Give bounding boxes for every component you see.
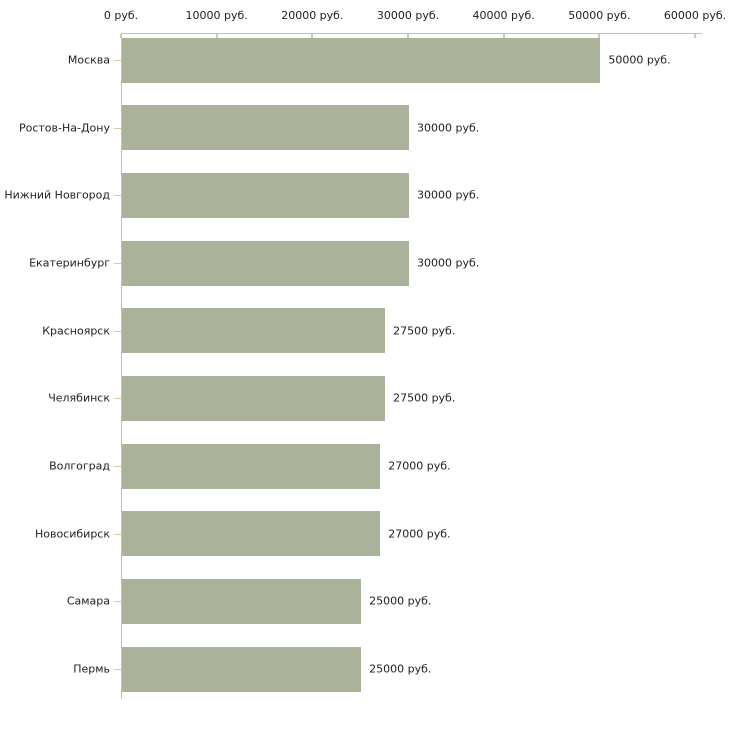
category-tick (114, 466, 121, 468)
bar (122, 37, 601, 83)
bar-row: Ростов-На-Дону 30000 руб. (0, 105, 730, 151)
x-axis-tick-label: 40000 руб. (472, 9, 535, 22)
x-axis-tick (311, 34, 314, 38)
value-label: 25000 руб. (369, 662, 432, 676)
category-label: Новосибирск (34, 527, 110, 541)
bar-row: Самара 25000 руб. (0, 578, 730, 624)
bar (122, 240, 409, 286)
bar (122, 578, 362, 624)
category-tick (114, 533, 121, 535)
bar (122, 308, 386, 354)
bar (122, 375, 386, 421)
x-axis-tick-label: 20000 руб. (281, 9, 344, 22)
x-axis-tick-label: 30000 руб. (376, 9, 440, 22)
bar (122, 172, 409, 218)
category-label: Москва (67, 53, 110, 67)
value-label: 27500 руб. (393, 324, 456, 338)
bar-row: Волгоград 27000 руб. (0, 443, 730, 489)
value-label: 27500 руб. (393, 391, 456, 405)
value-label: 30000 руб. (417, 121, 480, 135)
category-tick (114, 601, 121, 603)
bar-row: Нижний Новгород 30000 руб. (0, 172, 730, 218)
category-label: Нижний Новгород (4, 188, 110, 202)
bar-row: Екатеринбург 30000 руб. (0, 240, 730, 286)
x-axis-tick-label: 60000 руб. (663, 9, 727, 22)
x-axis-tick (120, 34, 122, 38)
category-label: Пермь (73, 662, 110, 676)
category-label: Красноярск (42, 324, 110, 338)
bar-row: Новосибирск 27000 руб. (0, 511, 730, 557)
bar (122, 105, 409, 151)
value-label: 30000 руб. (417, 188, 480, 202)
bar (122, 646, 362, 692)
bar (122, 511, 381, 557)
category-tick (114, 195, 121, 197)
category-tick (114, 330, 121, 332)
value-label: 27000 руб. (388, 459, 451, 473)
value-label: 25000 руб. (369, 594, 432, 608)
category-tick (114, 263, 121, 264)
x-axis-tick-label: 10000 руб. (185, 9, 248, 22)
y-axis-line (121, 33, 122, 699)
x-axis-tick (502, 34, 505, 38)
category-label: Волгоград (49, 459, 110, 473)
x-axis-line (121, 33, 702, 34)
bar-row: Челябинск 27500 руб. (0, 375, 730, 421)
value-label: 27000 руб. (388, 527, 451, 541)
category-label: Ростов-На-Дону (18, 121, 110, 135)
category-tick (114, 60, 121, 61)
category-label: Самара (66, 594, 110, 608)
category-label: Екатеринбург (29, 256, 110, 270)
bar (122, 443, 381, 489)
bar-row: Пермь 25000 руб. (0, 646, 730, 692)
x-axis-tick (215, 34, 218, 38)
x-axis-tick-label: 50000 руб. (568, 9, 631, 22)
x-axis-tick-label: 0 руб. (103, 9, 139, 22)
value-label: 50000 руб. (608, 53, 671, 67)
category-label: Челябинск (48, 391, 110, 405)
x-axis-tick (598, 34, 601, 38)
category-tick (114, 669, 121, 671)
category-tick (114, 398, 121, 400)
value-label: 30000 руб. (417, 256, 480, 270)
x-axis-tick (694, 34, 696, 38)
bar-row: Москва 50000 руб. (0, 37, 730, 83)
category-tick (114, 127, 121, 129)
x-axis-tick (407, 34, 409, 38)
bar-row: Красноярск 27500 руб. (0, 308, 730, 354)
